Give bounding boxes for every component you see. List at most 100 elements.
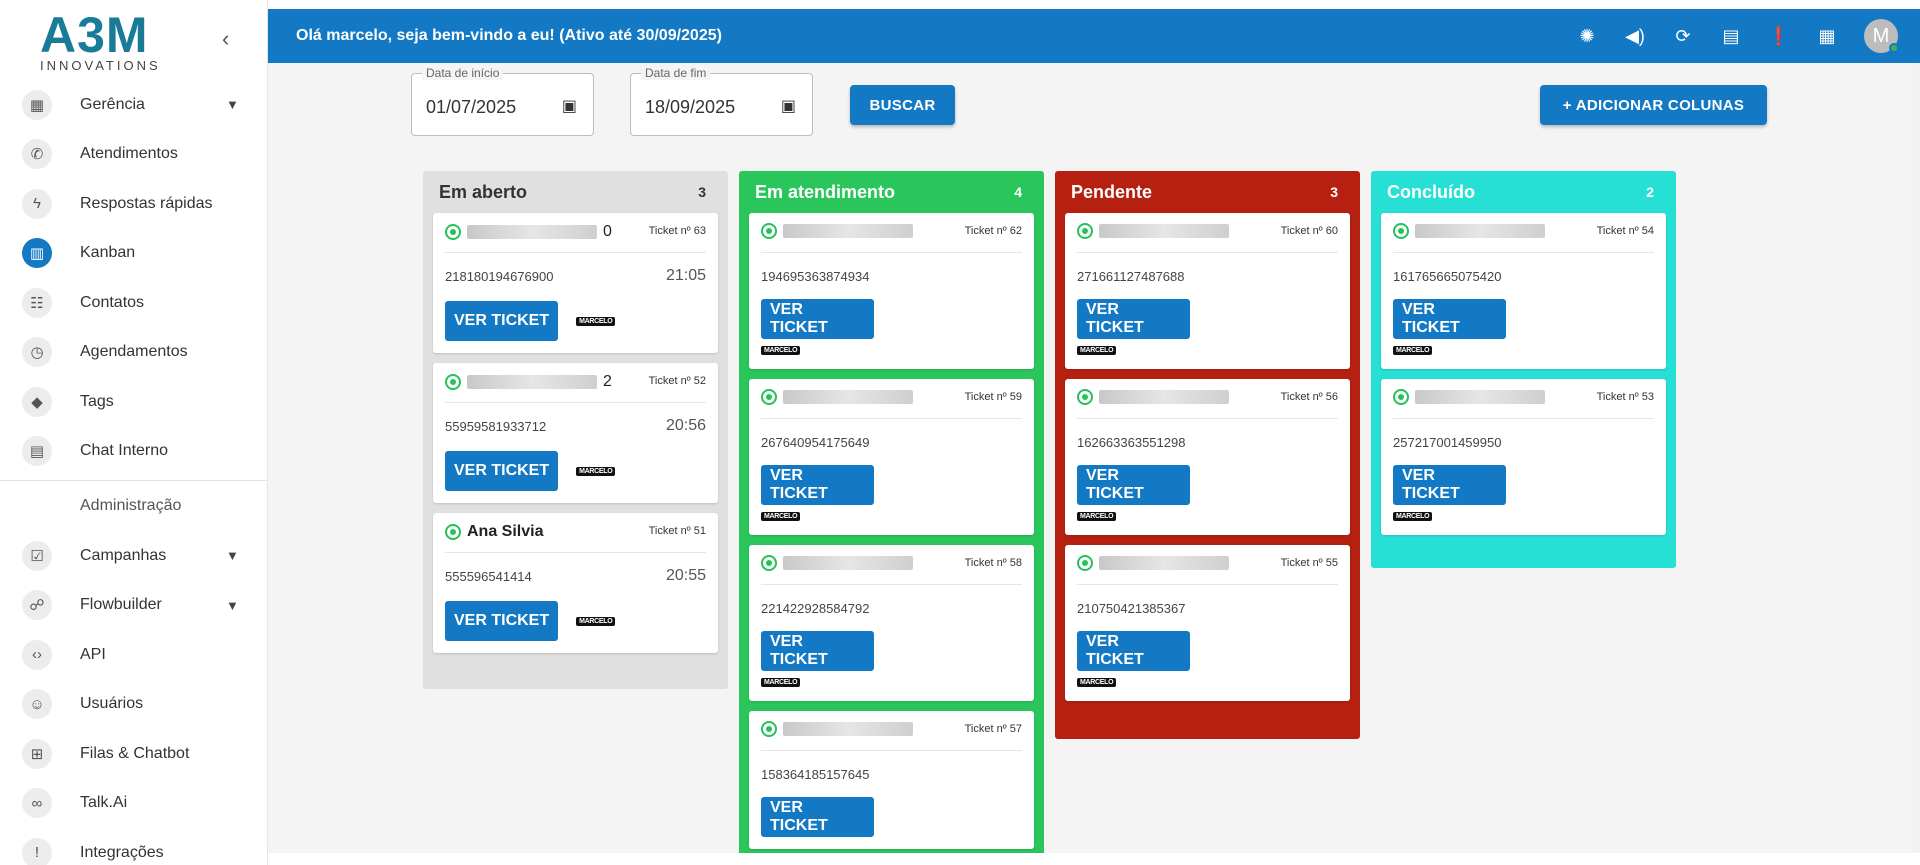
whatsapp-icon [445,224,461,240]
redacted-name [783,722,913,736]
whatsapp-icon [445,374,461,390]
scrollbar[interactable] [1913,63,1920,853]
lane-count: 3 [1330,184,1338,200]
contact-name-text: Ana Silvia [467,523,544,540]
online-status-dot [1889,43,1899,53]
logo-main: A3M [40,7,149,63]
view-ticket-button[interactable]: VER TICKET [761,299,874,339]
ticket-card[interactable]: Ticket nº 53 257217001459950 VER TICKET MAR… [1381,379,1666,535]
sidebar-item-talk-ai[interactable]: ∞ Talk.Ai [0,779,267,829]
ticket-card[interactable]: Ticket nº 62 194695363874934 VER TICKET MAR… [749,213,1034,369]
lane-header: Pendente 3 [1065,171,1350,213]
user-tag: MARCELO [761,678,801,687]
redacted-name [1415,390,1545,404]
sidebar-item-integracoes[interactable]: ! Integrações [0,828,267,865]
sidebar-item-respostas-rapidas[interactable]: ϟ Respostas rápidas [0,179,267,229]
sidebar-item-usuarios[interactable]: ☺ Usuários [0,680,267,730]
internal-chat-icon[interactable]: ▦ [1818,25,1836,46]
avatar[interactable]: M [1864,19,1899,53]
ticket-card[interactable]: 0 Ticket nº 63 218180194676900 21:05 VER TIC… [433,213,718,353]
messages-icon[interactable]: ▤ [1722,25,1740,46]
sidebar-item-api[interactable]: ‹› API [0,630,267,680]
ticket-number: Ticket nº 59 [964,391,1022,403]
chevron-down-icon[interactable]: ▼ [226,97,239,113]
ticket-card[interactable]: Ticket nº 57 158364185157645 VER TICKET [749,711,1034,849]
chevron-down-icon[interactable]: ▼ [226,548,239,564]
calendar-icon[interactable]: ▣ [780,98,796,115]
sidebar-item-label: Campanhas [80,546,167,564]
sidebar-item-label: Flowbuilder [80,596,162,614]
end-date-field[interactable]: Data de fim 18/09/2025 ▣ [630,66,813,136]
view-ticket-button[interactable]: VER TICKET [445,451,559,491]
contact-phone: 158364185157645 [761,766,870,782]
contact-name [1077,389,1229,405]
sidebar-item-flowbuilder[interactable]: ☍ Flowbuilder ▼ [0,581,267,631]
contact-phone: 55959581933712 [445,418,547,434]
contact-name [761,389,913,405]
sidebar-item-label: Usuários [80,695,144,713]
view-ticket-button[interactable]: VER TICKET [1077,299,1190,339]
sidebar-item-label: Integrações [80,843,164,861]
sidebar-item-kanban[interactable]: ▥ Kanban [0,229,267,279]
contact-name [761,223,913,239]
redacted-name [1099,224,1229,238]
sidebar-item-tags[interactable]: ◆ Tags [0,377,267,427]
whatsapp-icon [445,524,461,540]
menu-icon: ∞ [22,788,52,819]
sidebar-item-agendamentos[interactable]: ◷ Agendamentos [0,328,267,378]
ticket-card[interactable]: Ticket nº 60 271661127487688 VER TICKET MAR… [1065,213,1350,369]
lane-header: Em atendimento 4 [749,171,1034,213]
search-button[interactable]: BUSCAR [850,85,955,125]
view-ticket-button[interactable]: VER TICKET [761,797,874,837]
start-date-label: Data de início [422,66,504,80]
view-ticket-button[interactable]: VER TICKET [1077,631,1190,671]
sidebar-item-atendimentos[interactable]: ✆ Atendimentos [0,130,267,180]
ticket-card[interactable]: Ticket nº 56 162663363551298 VER TICKET MAR… [1065,379,1350,535]
calendar-icon[interactable]: ▣ [561,98,577,115]
sidebar-item-label: Chat Interno [80,442,169,460]
menu-icon: ▤ [22,436,52,467]
ticket-time: 21:05 [665,267,706,284]
redacted-name [783,224,913,238]
sidebar-item-contatos[interactable]: ☷ Contatos [0,278,267,328]
view-ticket-button[interactable]: VER TICKET [761,631,874,671]
sidebar-item-gerencia[interactable]: ▦ Gerência ▼ [0,80,267,130]
theme-toggle-icon[interactable]: ✺ [1579,25,1595,46]
contact-phone: 162663363551298 [1077,434,1186,450]
start-date-field[interactable]: Data de início 01/07/2025 ▣ [411,66,594,136]
refresh-icon[interactable]: ⟳ [1675,25,1691,46]
menu-icon: ◷ [22,337,52,368]
ticket-card[interactable]: Ticket nº 54 161765665075420 VER TICKET MAR… [1381,213,1666,369]
contact-name: 0 [445,223,612,241]
sidebar-item-filas-chatbot[interactable]: ⊞ Filas & Chatbot [0,729,267,779]
lane-title: Em aberto [439,181,528,202]
menu-section-administracao: Administração [80,497,182,514]
ticket-card[interactable]: Ticket nº 59 267640954175649 VER TICKET MAR… [749,379,1034,535]
announcements-icon[interactable]: ❗ [1767,25,1791,46]
view-ticket-button[interactable]: VER TICKET [445,301,559,341]
ticket-card[interactable]: 2 Ticket nº 52 55959581933712 20:56 VER TICK… [433,363,718,503]
collapse-sidebar-icon[interactable]: ‹ [222,26,230,51]
lane-header: Em aberto 3 [433,171,718,213]
ticket-card[interactable]: Ticket nº 55 210750421385367 VER TICKET MAR… [1065,545,1350,701]
volume-icon[interactable]: ◀︎) [1625,25,1645,46]
ticket-card[interactable]: Ticket nº 58 221422928584792 VER TICKET MAR… [749,545,1034,701]
sidebar-item-label: Agendamentos [80,343,188,361]
sidebar-item-campanhas[interactable]: ☑ Campanhas ▼ [0,531,267,581]
sidebar-item-chat-interno[interactable]: ▤ Chat Interno [0,427,267,477]
user-tag: MARCELO [1393,346,1433,355]
ticket-card[interactable]: Ana Silvia Ticket nº 51 555596541414 20:55 V… [433,513,718,653]
ticket-number: Ticket nº 52 [648,375,706,387]
view-ticket-button[interactable]: VER TICKET [761,465,874,505]
lane-title: Concluído [1387,181,1475,202]
lane-title: Pendente [1071,181,1153,202]
user-tag: MARCELO [576,316,616,326]
contact-phone: 271661127487688 [1077,268,1185,284]
view-ticket-button[interactable]: VER TICKET [445,601,559,641]
chevron-down-icon[interactable]: ▼ [226,597,239,613]
add-columns-button[interactable]: + ADICIONAR COLUNAS [1540,85,1767,125]
ticket-time: 20:55 [665,567,706,584]
view-ticket-button[interactable]: VER TICKET [1077,465,1190,505]
view-ticket-button[interactable]: VER TICKET [1393,299,1506,339]
view-ticket-button[interactable]: VER TICKET [1393,465,1506,505]
